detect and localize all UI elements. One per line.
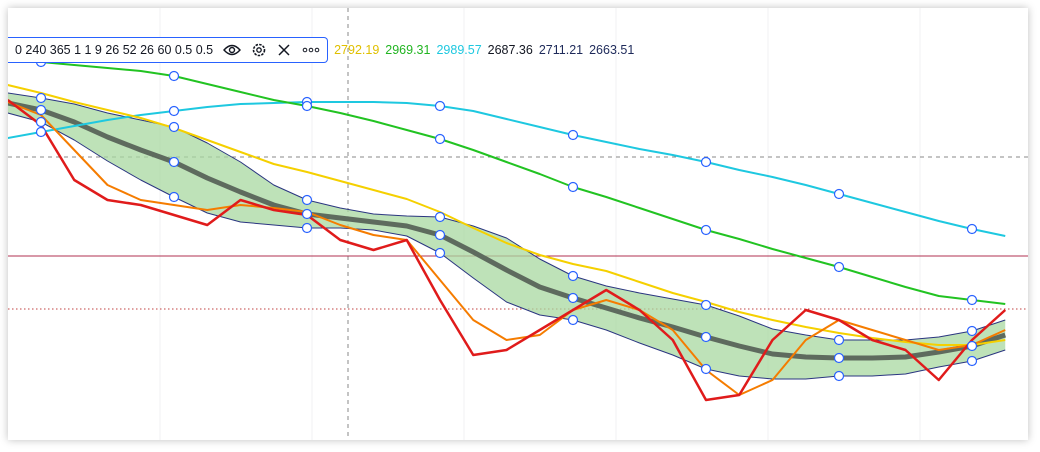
edit-handle bbox=[966, 294, 978, 306]
edit-handle bbox=[833, 334, 845, 346]
edit-handle bbox=[35, 104, 47, 116]
edit-handle bbox=[434, 247, 446, 259]
legend-value: 2989.57 bbox=[436, 43, 482, 57]
settings-icon[interactable] bbox=[251, 42, 267, 58]
legend-value: 2969.31 bbox=[385, 43, 431, 57]
edit-handle bbox=[168, 70, 180, 82]
edit-handle bbox=[301, 100, 313, 112]
close-icon[interactable] bbox=[277, 43, 291, 57]
edit-handle bbox=[301, 222, 313, 234]
edit-handle bbox=[833, 352, 845, 364]
edit-handle bbox=[700, 156, 712, 168]
legend-value: 2792.19 bbox=[334, 43, 380, 57]
more-icon[interactable] bbox=[301, 43, 321, 57]
legend-values: 2792.19 2969.31 2989.57 2687.36 2711.21 2663.… bbox=[328, 43, 634, 57]
edit-handle bbox=[567, 292, 579, 304]
edit-handle bbox=[301, 208, 313, 220]
edit-handle bbox=[168, 105, 180, 117]
params-text: 0 240 365 1 1 9 26 52 26 60 0.5 0.5 bbox=[15, 43, 214, 57]
edit-handle bbox=[434, 211, 446, 223]
edit-handle bbox=[833, 370, 845, 382]
chart bbox=[8, 8, 1028, 440]
legend-value: 2711.21 bbox=[538, 43, 584, 57]
edit-handle bbox=[700, 299, 712, 311]
edit-handle bbox=[966, 325, 978, 337]
series-line bbox=[8, 84, 1006, 346]
edit-handle bbox=[168, 191, 180, 203]
edit-handle bbox=[966, 355, 978, 367]
edit-handle bbox=[434, 100, 446, 112]
edit-handle bbox=[168, 156, 180, 168]
edit-handle bbox=[966, 340, 978, 352]
edit-handle bbox=[833, 261, 845, 273]
edit-handle bbox=[434, 133, 446, 145]
legend-value: 2663.51 bbox=[589, 43, 635, 57]
indicator-params[interactable]: 0 240 365 1 1 9 26 52 26 60 0.5 0.5 bbox=[8, 37, 329, 63]
edit-handle bbox=[966, 223, 978, 235]
edit-handle bbox=[567, 314, 579, 326]
edit-handle bbox=[168, 121, 180, 133]
series-line bbox=[8, 99, 1007, 402]
edit-handle bbox=[35, 92, 47, 104]
edit-handle bbox=[700, 331, 712, 343]
chart-frame: 0 240 365 1 1 9 26 52 26 60 0.5 0.5 2792… bbox=[8, 8, 1028, 440]
edit-handle bbox=[567, 181, 579, 193]
edit-handle bbox=[567, 270, 579, 282]
edit-handle bbox=[700, 224, 712, 236]
edit-handle bbox=[35, 126, 47, 138]
eye-icon[interactable] bbox=[223, 43, 242, 57]
edit-handle bbox=[700, 363, 712, 375]
edit-handle bbox=[301, 194, 313, 206]
edit-handle bbox=[833, 188, 845, 200]
edit-handle bbox=[567, 129, 579, 141]
legend-value: 2687.36 bbox=[487, 43, 533, 57]
legend: 0 240 365 1 1 9 26 52 26 60 0.5 0.5 2792… bbox=[8, 37, 634, 63]
edit-handle bbox=[35, 116, 47, 128]
edit-handle bbox=[434, 229, 446, 241]
